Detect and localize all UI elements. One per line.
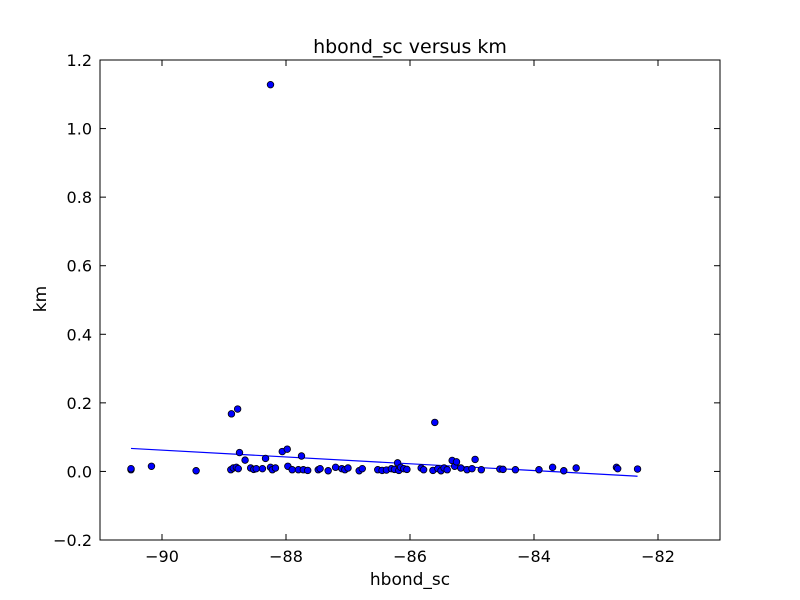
x-tick-label: −86 (393, 547, 427, 566)
data-point (535, 466, 543, 474)
y-tick-label: 0.2 (67, 394, 92, 413)
y-tick-label: −0.2 (53, 531, 92, 550)
data-point (261, 454, 270, 463)
x-tick-label: −88 (269, 547, 303, 566)
data-point (419, 466, 428, 474)
y-axis-label: km (31, 286, 51, 312)
data-point (468, 464, 476, 473)
data-point (344, 464, 352, 472)
data-point (471, 455, 479, 464)
data-point (443, 466, 451, 474)
data-point (258, 464, 267, 473)
data-point (227, 410, 236, 418)
data-point (235, 448, 244, 457)
data-point (572, 464, 580, 472)
data-point (511, 466, 520, 474)
y-tick-label: 1.0 (67, 120, 92, 139)
data-point (304, 466, 312, 475)
y-tick-label: 0.0 (67, 462, 92, 481)
data-point (452, 458, 461, 466)
x-tick-label: −82 (641, 547, 675, 566)
chart-title: hbond_sc versus km (313, 36, 507, 58)
data-point (560, 467, 568, 475)
data-point (499, 465, 507, 474)
data-point (358, 464, 366, 473)
data-point (331, 463, 340, 472)
fit-line (130, 447, 638, 477)
data-point (241, 456, 249, 464)
data-point (192, 467, 200, 475)
data-point (431, 418, 439, 427)
data-point (127, 464, 135, 473)
data-point (252, 464, 260, 473)
data-point (297, 452, 306, 460)
x-axis-label: hbond_sc (370, 570, 450, 590)
data-point (271, 464, 280, 472)
data-point (614, 464, 622, 473)
data-point (457, 464, 465, 472)
data-point (548, 463, 557, 472)
data-point (233, 405, 242, 413)
y-tick-label: 0.4 (67, 325, 92, 344)
data-point (147, 462, 156, 470)
data-point (403, 465, 411, 474)
data-point (316, 464, 324, 473)
y-tick-label: 0.8 (67, 188, 92, 207)
data-point (288, 466, 296, 474)
data-point (283, 445, 291, 453)
data-point (477, 466, 485, 474)
plot-area: −90 −88 −86 −84 −82 −0.2 0.0 0.2 0.4 0.6 0.8 1.0 1.2 (53, 51, 721, 566)
y-tick-label: 0.6 (67, 257, 92, 276)
x-tick-label: −84 (517, 547, 551, 566)
data-point (234, 464, 242, 473)
data-point (633, 465, 642, 473)
data-point (324, 467, 332, 475)
y-tick-label: 1.2 (67, 51, 92, 70)
x-tick-label: −90 (145, 547, 179, 566)
data-point (266, 80, 275, 89)
